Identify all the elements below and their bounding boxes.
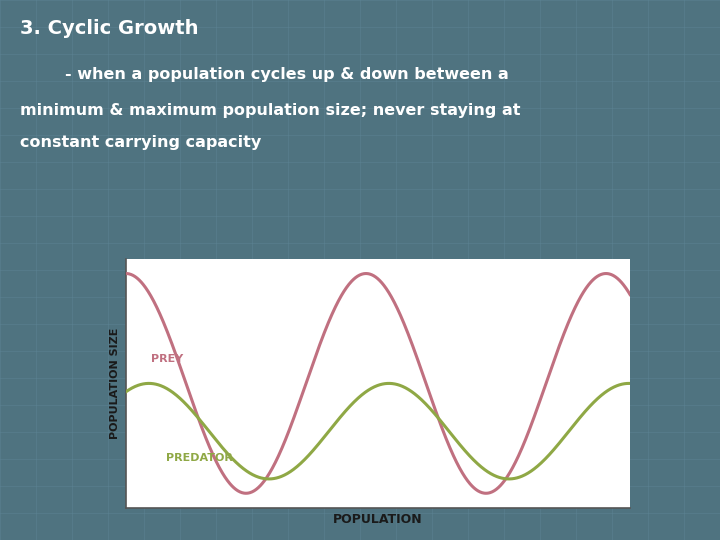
X-axis label: POPULATION: POPULATION xyxy=(333,513,423,526)
Text: - when a population cycles up & down between a: - when a population cycles up & down bet… xyxy=(20,68,509,83)
Text: PREY: PREY xyxy=(151,354,184,363)
Text: PREDATOR: PREDATOR xyxy=(166,453,233,463)
Text: 3. Cyclic Growth: 3. Cyclic Growth xyxy=(20,19,199,38)
Text: minimum & maximum population size; never staying at: minimum & maximum population size; never… xyxy=(20,103,521,118)
Y-axis label: POPULATION SIZE: POPULATION SIZE xyxy=(110,328,120,439)
Text: constant carrying capacity: constant carrying capacity xyxy=(20,135,261,150)
